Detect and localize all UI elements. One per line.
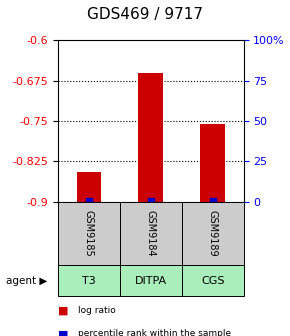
Text: DITPA: DITPA [135,276,167,286]
Text: GSM9189: GSM9189 [208,210,218,257]
Text: ■: ■ [58,329,68,336]
Text: GSM9185: GSM9185 [84,210,94,257]
Text: CGS: CGS [201,276,224,286]
Text: ■: ■ [58,306,68,316]
Text: agent ▶: agent ▶ [6,276,47,286]
Text: percentile rank within the sample: percentile rank within the sample [78,329,231,336]
Text: T3: T3 [82,276,96,286]
Bar [200,124,225,202]
Text: GDS469 / 9717: GDS469 / 9717 [87,7,203,22]
Bar [77,172,101,202]
Text: GSM9184: GSM9184 [146,210,156,257]
Text: log ratio: log ratio [78,306,116,315]
Bar [138,73,163,202]
